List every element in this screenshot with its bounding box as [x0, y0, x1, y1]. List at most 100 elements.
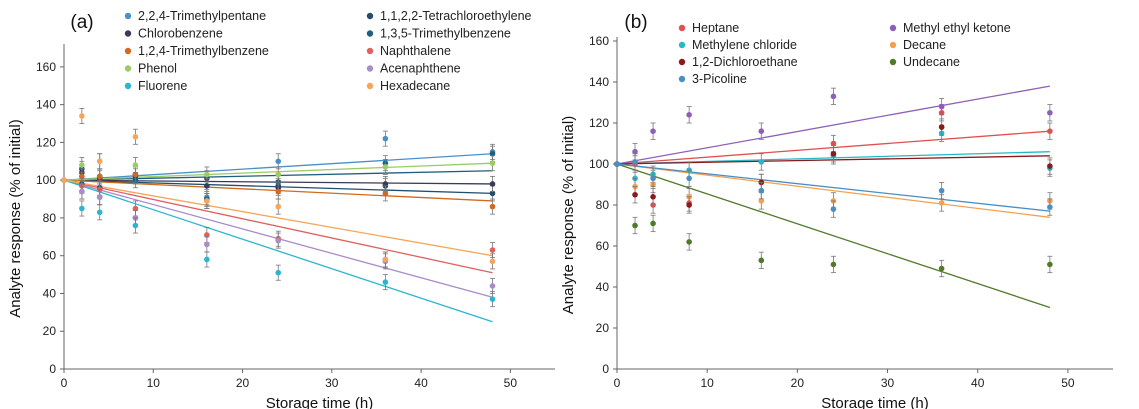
data-point: [132, 171, 139, 178]
data-point: [650, 220, 656, 227]
legend-label: Decane: [903, 38, 946, 52]
trend-line: [63, 179, 493, 274]
data-point: [96, 173, 103, 180]
data-point: [938, 200, 945, 206]
legend-marker: [366, 82, 374, 90]
data-point: [830, 140, 837, 147]
data-point: [632, 191, 638, 198]
y-tick-label: 60: [43, 249, 57, 263]
data-point: [132, 162, 139, 168]
y-tick-label: 80: [43, 211, 57, 225]
data-point: [132, 133, 139, 140]
y-tick-label: 160: [589, 34, 609, 48]
data-point: [96, 158, 103, 165]
y-tick-label: 20: [43, 324, 57, 338]
x-tick-label: 20: [791, 376, 805, 390]
data-point: [489, 150, 496, 157]
data-point: [489, 181, 496, 187]
x-tick-label: 10: [147, 376, 161, 390]
y-tick-label: 80: [596, 198, 610, 212]
data-point: [382, 279, 389, 285]
y-tick-label: 20: [596, 321, 610, 335]
legend-label: Heptane: [692, 21, 739, 35]
data-point: [758, 159, 765, 165]
legend-label: Fluorene: [138, 79, 187, 93]
data-point: [489, 203, 496, 210]
data-point: [1047, 128, 1053, 134]
data-point: [938, 187, 945, 194]
trend-line: [63, 179, 493, 257]
legend-marker: [124, 47, 132, 55]
x-tick-label: 40: [971, 376, 985, 390]
legend-marker: [366, 47, 374, 55]
data-point: [489, 283, 496, 289]
legend-label: Undecane: [903, 55, 960, 69]
x-tick-label: 10: [701, 376, 715, 390]
x-tick-label: 50: [1061, 376, 1075, 390]
data-point: [758, 198, 765, 204]
data-point: [275, 171, 282, 178]
data-point: [1047, 261, 1053, 268]
legend-marker: [678, 75, 686, 83]
y-tick-label: 100: [589, 157, 609, 171]
legend-marker: [366, 65, 374, 72]
data-point: [686, 239, 692, 245]
trend-line: [616, 85, 1050, 165]
data-point: [204, 256, 210, 263]
legend-label: Methylene chloride: [692, 38, 797, 52]
data-point: [489, 258, 496, 265]
data-point: [1047, 109, 1053, 116]
data-point: [132, 205, 139, 212]
legend-label: Phenol: [138, 62, 177, 76]
data-point: [382, 164, 389, 170]
data-point: [614, 161, 620, 167]
data-point: [686, 175, 692, 182]
data-point: [275, 269, 282, 276]
data-point: [61, 177, 67, 183]
data-point: [275, 203, 282, 210]
y-tick-label: 0: [602, 362, 609, 376]
data-point: [686, 202, 692, 208]
y-tick-label: 120: [36, 135, 56, 149]
x-tick-label: 50: [504, 376, 518, 390]
data-point: [830, 206, 837, 212]
x-tick-label: 20: [236, 376, 250, 390]
data-point: [79, 188, 85, 195]
chart-panel-a: 0 20 40 60 80 100 120 140 160 0 10 20 30 40 50 Storage …: [7, 9, 555, 409]
data-point: [489, 190, 496, 197]
data-point: [650, 194, 656, 200]
data-point: [938, 103, 945, 110]
legend-label: 1,1,2,2-Tetrachloroethylene: [380, 9, 532, 23]
y-tick-label: 140: [589, 75, 609, 89]
data-point: [632, 222, 638, 229]
legend-marker: [889, 41, 897, 49]
data-point: [204, 171, 210, 178]
data-point: [275, 188, 282, 195]
y-tick-label: 100: [36, 173, 56, 187]
data-point: [686, 112, 692, 118]
x-tick-label: 0: [614, 376, 621, 390]
legend-marker: [889, 24, 897, 32]
data-point: [830, 93, 837, 100]
data-point: [489, 296, 496, 302]
data-point: [1047, 204, 1053, 210]
data-point: [632, 148, 638, 155]
data-point: [79, 205, 85, 212]
x-tick-label: 0: [61, 376, 68, 390]
x-axis-label: Storage time (h): [821, 395, 929, 409]
legend-label: 1,2,4-Trimethylbenzene: [138, 44, 269, 58]
data-point: [382, 135, 389, 142]
trend-line: [616, 163, 1051, 309]
y-tick-label: 40: [43, 286, 57, 300]
legend-marker: [678, 24, 686, 32]
data-point: [382, 181, 389, 187]
legend-marker: [678, 41, 686, 49]
legend-marker: [366, 30, 374, 37]
legend-marker: [366, 12, 374, 20]
y-axis-label: Analyte response (% of initial): [7, 119, 24, 317]
data-point: [650, 128, 656, 134]
legend-marker: [124, 30, 132, 37]
legend-label: Acenaphthene: [380, 62, 461, 76]
data-point: [382, 256, 389, 263]
y-tick-label: 120: [589, 116, 609, 130]
